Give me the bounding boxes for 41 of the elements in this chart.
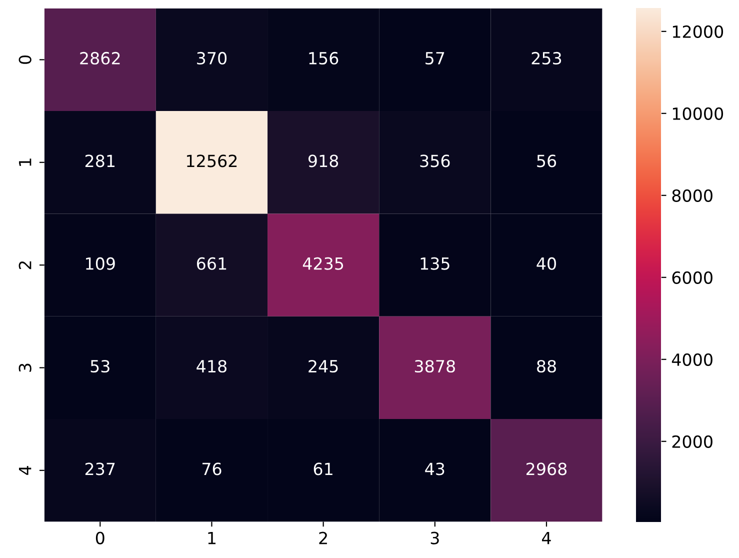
data-label: 2968 xyxy=(526,462,567,476)
data-label: 53 xyxy=(90,360,110,373)
x-tick-label: 4 xyxy=(542,532,551,544)
data-label: 43 xyxy=(425,462,444,476)
color-bar-label: 10000 xyxy=(672,107,724,120)
color-bar-label: 12000 xyxy=(672,25,724,38)
data-label: 418 xyxy=(196,360,226,373)
y-tick-label: 1 xyxy=(19,158,32,166)
data-label: 109 xyxy=(86,257,115,270)
color-bar-label: 4000 xyxy=(672,353,712,366)
data-label: 356 xyxy=(420,154,450,168)
data-label: 40 xyxy=(536,257,556,270)
x-tick-label: 0 xyxy=(96,532,104,544)
x-tick-label: 2 xyxy=(319,532,327,544)
y-tick-label: 4 xyxy=(19,466,32,475)
data-label: 281 xyxy=(85,154,114,168)
data-label: 370 xyxy=(197,52,227,65)
y-tick-label: 3 xyxy=(18,364,32,372)
y-tick-label: 2 xyxy=(18,261,32,270)
data-label: 156 xyxy=(309,52,338,65)
color-bar-label: 2000 xyxy=(672,435,712,448)
data-label: 661 xyxy=(196,257,226,270)
data-label: 57 xyxy=(426,52,444,65)
data-label: 2862 xyxy=(80,52,120,65)
y-tick-label: 0 xyxy=(18,56,32,64)
data-label: 253 xyxy=(532,52,562,65)
data-label: 88 xyxy=(537,360,556,373)
data-label: 237 xyxy=(85,462,115,476)
data-label: 245 xyxy=(308,360,338,373)
data-label: 4235 xyxy=(302,257,344,270)
data-label: 12562 xyxy=(187,154,237,168)
data-label: 135 xyxy=(420,257,450,270)
color-bar-label: 8000 xyxy=(672,189,712,202)
x-tick-label: 3 xyxy=(430,532,439,544)
data-label: 76 xyxy=(202,462,222,476)
data-label: 56 xyxy=(537,154,556,168)
data-label: 3878 xyxy=(414,360,455,373)
data-label: 61 xyxy=(314,462,332,476)
color-bar-label: 6000 xyxy=(672,271,712,284)
data-label: 918 xyxy=(308,154,338,168)
x-tick-label: 1 xyxy=(208,532,216,544)
